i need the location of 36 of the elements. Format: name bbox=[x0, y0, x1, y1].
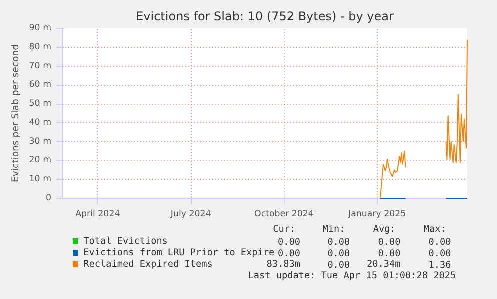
y-tick-label: 70 m bbox=[29, 61, 52, 72]
legend-label: Reclaimed Expired Items bbox=[84, 259, 213, 270]
text: 20.34m bbox=[366, 259, 402, 270]
x-tick-label: January 2025 bbox=[348, 210, 406, 220]
text: Last update: Tue Apr 15 01:00:28 2025 bbox=[248, 270, 456, 282]
y-tick-label: 60 m bbox=[29, 80, 52, 90]
text: 83.83m bbox=[266, 259, 301, 270]
text: 0.00 bbox=[328, 237, 351, 248]
text: Max: bbox=[424, 224, 446, 235]
y-tick-label: 50 m bbox=[29, 99, 52, 110]
chart-title: Evictions for Slab: 10 (752 Bytes) - by year bbox=[136, 10, 394, 24]
x-tick-label: October 2024 bbox=[254, 210, 314, 220]
y-tick-label: 40 m bbox=[29, 118, 52, 128]
text: 0.00 bbox=[278, 237, 301, 248]
y-tick-label: 0 bbox=[46, 194, 52, 204]
legend-label: Evictions from LRU Prior to Expire bbox=[84, 248, 276, 258]
x-tick-label: July 2024 bbox=[170, 210, 212, 220]
text: Cur: bbox=[273, 224, 296, 235]
text: 1.36 bbox=[428, 260, 452, 271]
text: 0.00 bbox=[328, 260, 351, 271]
text: 0.00 bbox=[328, 248, 351, 260]
text: 0.00 bbox=[428, 237, 452, 248]
y-tick-label: 30 m bbox=[29, 136, 52, 147]
text: Min: bbox=[322, 224, 346, 235]
y-tick-label: 10 m bbox=[29, 174, 52, 185]
y-tick-label: 20 m bbox=[29, 156, 52, 166]
text: 0.00 bbox=[378, 248, 402, 260]
y-axis-title: Evictions per Slab per second bbox=[10, 44, 22, 183]
text: Avg: bbox=[373, 224, 396, 235]
text: 0.00 bbox=[378, 237, 402, 248]
y-tick-label: 90 m bbox=[29, 24, 52, 34]
text: 0.00 bbox=[278, 248, 301, 260]
text: 0.00 bbox=[428, 248, 452, 260]
y-tick-label: 80 m bbox=[29, 42, 52, 52]
x-tick-label: April 2024 bbox=[76, 210, 121, 220]
legend-label: Total Evictions bbox=[84, 236, 168, 247]
